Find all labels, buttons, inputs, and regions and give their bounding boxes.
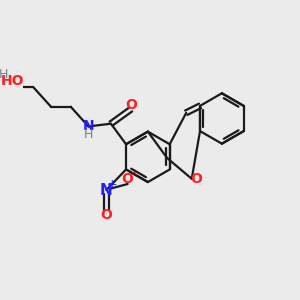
Text: +: + bbox=[107, 178, 118, 191]
Text: N: N bbox=[83, 119, 94, 134]
Text: H: H bbox=[0, 68, 8, 81]
Text: -: - bbox=[131, 167, 136, 181]
Text: H: H bbox=[84, 128, 93, 141]
Text: HO: HO bbox=[0, 74, 24, 88]
Text: O: O bbox=[125, 98, 136, 112]
Text: O: O bbox=[100, 208, 112, 222]
Text: O: O bbox=[191, 172, 203, 186]
Text: O: O bbox=[122, 172, 134, 186]
Text: N: N bbox=[100, 182, 113, 197]
